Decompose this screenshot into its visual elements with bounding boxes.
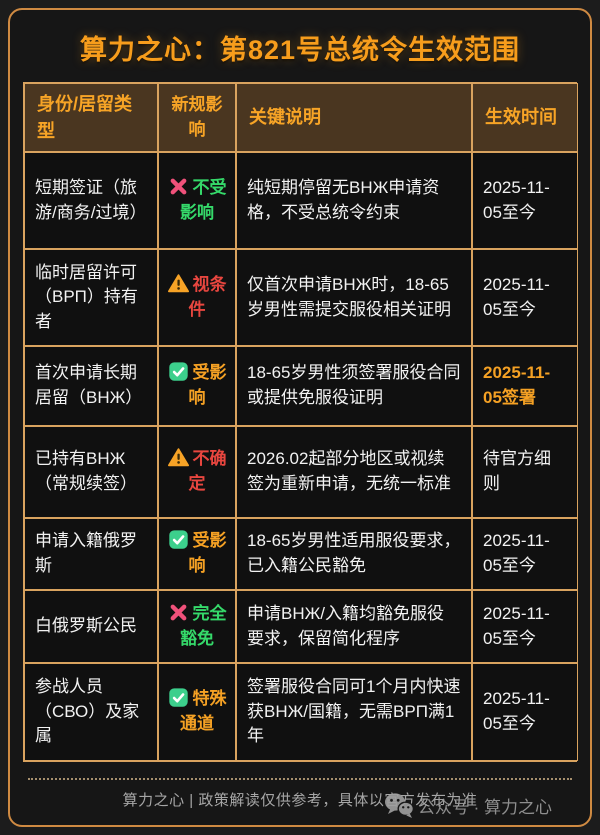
page-title: 算力之心：第821号总统令生效范围 [79,35,521,65]
time-cell: 待官方细则 [472,426,578,518]
header-time: 生效时间 [472,83,578,152]
table-row: 首次申请长期居留（ВНЖ） 受影响 18-65岁男性须签署服役合同或提供免服役证明 2… [24,346,578,426]
check-icon [168,530,193,550]
table-row: 短期签证（旅游/商务/过境） 不受影响 纯短期停留无ВНЖ申请资格，不受总统令约束 2… [24,152,578,249]
impact-label: 不受影响 [180,177,227,222]
note-cell: 18-65岁男性适用服役要求，已入籍公民豁免 [236,518,472,590]
impact-label: 不确定 [188,449,227,493]
footer-divider [28,778,572,780]
impact-label: 视条件 [188,274,227,319]
warning-icon [167,448,193,468]
impact-cell: 特殊通道 [158,663,236,761]
identity-cell: 申请入籍俄罗斯 [24,518,158,590]
impact-label: 特殊通道 [180,689,227,733]
note-cell: 签署服役合同可1个月内快速获ВНЖ/国籍，无需ВРП满1年 [236,663,472,761]
impact-cell: 不确定 [158,426,236,518]
check-icon [168,362,193,382]
warning-icon [167,274,193,294]
cross-icon [168,178,193,197]
time-cell: 2025-11-05至今 [472,249,578,346]
note-cell: 仅首次申请ВНЖ时，18-65岁男性需提交服役相关证明 [236,249,472,346]
identity-cell: 短期签证（旅游/商务/过境） [24,152,158,249]
impact-cell: 受影响 [158,346,236,426]
impact-cell: 视条件 [158,249,236,346]
table-row: 已持有ВНЖ（常规续签） 不确定 2026.02起部分地区或视续签为重新申请，无统一… [24,426,578,518]
impact-label: 受影响 [188,363,227,407]
wechat-icon [384,793,414,818]
impact-cell: 完全豁免 [158,590,236,663]
table-header-row: 身份/居留类型 新规影响 关键说明 生效时间 [24,83,578,152]
table-row: 申请入籍俄罗斯 受影响 18-65岁男性适用服役要求，已入籍公民豁免 2025-11-… [24,518,578,590]
table-row: 白俄罗斯公民 完全豁免 申请ВНЖ/入籍均豁免服役要求，保留简化程序 2025-11-… [24,590,578,663]
identity-cell: 参战人员（СВО）及家属 [24,663,158,761]
watermark: 公众号 · 算力之心 [384,792,552,819]
table-body: 短期签证（旅游/商务/过境） 不受影响 纯短期停留无ВНЖ申请资格，不受总统令约束 2… [24,152,578,761]
header-impact: 新规影响 [158,83,236,152]
identity-cell: 首次申请长期居留（ВНЖ） [24,346,158,426]
header-identity: 身份/居留类型 [24,83,158,152]
note-cell: 2026.02起部分地区或视续签为重新申请，无统一标准 [236,426,472,518]
identity-cell: 已持有ВНЖ（常规续签） [24,426,158,518]
table-row: 临时居留许可（ВРП）持有者 视条件 仅首次申请ВНЖ时，18-65岁男性需提交服役… [24,249,578,346]
impact-cell: 不受影响 [158,152,236,249]
time-cell: 2025-11-05至今 [472,152,578,249]
time-cell: 2025-11-05至今 [472,590,578,663]
note-cell: 18-65岁男性须签署服役合同或提供免服役证明 [236,346,472,426]
identity-cell: 白俄罗斯公民 [24,590,158,663]
impact-cell: 受影响 [158,518,236,590]
note-cell: 申请ВНЖ/入籍均豁免服役要求，保留简化程序 [236,590,472,663]
note-cell: 纯短期停留无ВНЖ申请资格，不受总统令约束 [236,152,472,249]
cross-icon [168,604,193,623]
watermark-label: 公众号 · 算力之心 [417,798,552,817]
identity-cell: 临时居留许可（ВРП）持有者 [24,249,158,346]
table-row: 参战人员（СВО）及家属 特殊通道 签署服役合同可1个月内快速获ВНЖ/国籍，无需В… [24,663,578,761]
policy-table: 身份/居留类型 新规影响 关键说明 生效时间 短期签证（旅游/商务/过境） 不受影… [23,82,578,762]
time-cell: 2025-11-05签署 [472,346,578,426]
time-cell: 2025-11-05至今 [472,518,578,590]
impact-label: 完全豁免 [180,603,227,648]
impact-label: 受影响 [188,531,227,575]
poster-frame: 算力之心：第821号总统令生效范围 身份/居留类型 新规影响 关键说明 生效时间… [8,8,592,827]
check-icon [168,688,193,708]
time-cell: 2025-11-05至今 [472,663,578,761]
header-note: 关键说明 [236,83,472,152]
